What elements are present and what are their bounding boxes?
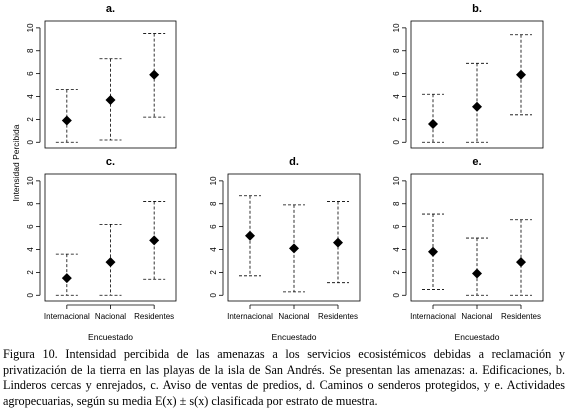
x-axis-title: Encuestado	[88, 332, 133, 342]
x-tick-label: Residentes	[134, 312, 174, 321]
mean-point	[289, 243, 299, 254]
mean-point	[149, 69, 160, 80]
y-tick-label: 0	[26, 140, 35, 145]
y-tick-label: 10	[209, 176, 218, 185]
x-tick-label: Residentes	[501, 312, 541, 321]
x-tick-label: Nacional	[461, 312, 492, 321]
y-tick-label: 8	[209, 201, 218, 206]
y-tick-label: 8	[26, 48, 35, 53]
mean-point	[516, 257, 526, 268]
panel-letter: b.	[472, 3, 482, 15]
mean-point	[61, 273, 72, 284]
mean-point	[149, 235, 160, 246]
y-tick-label: 0	[392, 140, 401, 145]
chart-panel: c. 0 2 4 6 8 10 Internacional Nacional Residentes…	[26, 156, 177, 342]
plot-frame	[410, 20, 544, 149]
y-tick-label: 10	[26, 23, 35, 32]
y-tick-label: 10	[392, 176, 401, 185]
y-tick-label: 8	[392, 48, 401, 53]
panel-letter: d.	[289, 156, 299, 168]
y-tick-label: 8	[392, 201, 401, 206]
chart-panels: a. 0 2 4 6 8 10 b. 0 2 4 6 8 10 c. 0 2 4 6 8 10 Internacional…	[26, 3, 544, 342]
y-tick-label: 0	[26, 293, 35, 298]
mean-point	[105, 94, 116, 105]
mean-point	[245, 230, 255, 241]
plot-frame	[227, 173, 361, 302]
mean-point	[105, 257, 116, 268]
chart-panel: e. 0 2 4 6 8 10 Internacional Nacional Residentes…	[392, 156, 544, 342]
x-tick-label: Internacional	[227, 312, 273, 321]
y-tick-label: 6	[392, 224, 401, 229]
y-tick-label: 4	[26, 94, 35, 99]
chart-panel: d. 0 2 4 6 8 10 Internacional Nacional Residentes…	[209, 156, 361, 342]
y-tick-label: 6	[209, 224, 218, 229]
y-tick-label: 4	[209, 247, 218, 252]
panel-letter: a.	[106, 3, 115, 15]
chart-panel: a. 0 2 4 6 8 10	[26, 3, 177, 149]
mean-point	[472, 101, 482, 112]
y-tick-label: 6	[26, 224, 35, 229]
x-tick-label: Nacional	[278, 312, 309, 321]
y-tick-label: 0	[209, 293, 218, 298]
panel-letter: c.	[106, 156, 115, 168]
y-tick-label: 6	[392, 71, 401, 76]
chart-panel: b. 0 2 4 6 8 10	[392, 3, 544, 149]
x-axis-title: Encuestado	[455, 332, 500, 342]
y-tick-label: 10	[26, 176, 35, 185]
mean-point	[333, 237, 343, 248]
y-tick-label: 4	[392, 94, 401, 99]
panel-letter: e.	[472, 156, 481, 168]
y-tick-label: 2	[26, 117, 35, 122]
x-tick-label: Nacional	[95, 312, 126, 321]
x-tick-label: Internacional	[44, 312, 90, 321]
y-tick-label: 10	[392, 23, 401, 32]
plot-frame	[410, 173, 544, 302]
y-tick-label: 2	[209, 270, 218, 275]
mean-point	[428, 118, 438, 129]
y-tick-label: 6	[26, 71, 35, 76]
x-tick-label: Internacional	[410, 312, 456, 321]
shared-y-axis-title: Intensidad Percibida	[11, 124, 21, 201]
mean-point	[516, 69, 526, 80]
mean-point	[472, 268, 482, 279]
plot-frame	[44, 20, 177, 149]
figure: Intensidad Percibida a.0246810b.0246810c…	[11, 3, 544, 342]
figure-caption: Figura 10. Intensidad percibida de las a…	[3, 347, 565, 408]
y-tick-label: 0	[392, 293, 401, 298]
plot-frame	[44, 173, 177, 302]
x-tick-label: Residentes	[318, 312, 358, 321]
y-tick-label: 4	[392, 247, 401, 252]
y-tick-label: 2	[26, 270, 35, 275]
y-tick-label: 8	[26, 201, 35, 206]
y-tick-label: 2	[392, 117, 401, 122]
y-tick-label: 4	[26, 247, 35, 252]
mean-point	[428, 246, 438, 257]
y-tick-label: 2	[392, 270, 401, 275]
x-axis-title: Encuestado	[272, 332, 317, 342]
mean-point	[61, 115, 72, 126]
